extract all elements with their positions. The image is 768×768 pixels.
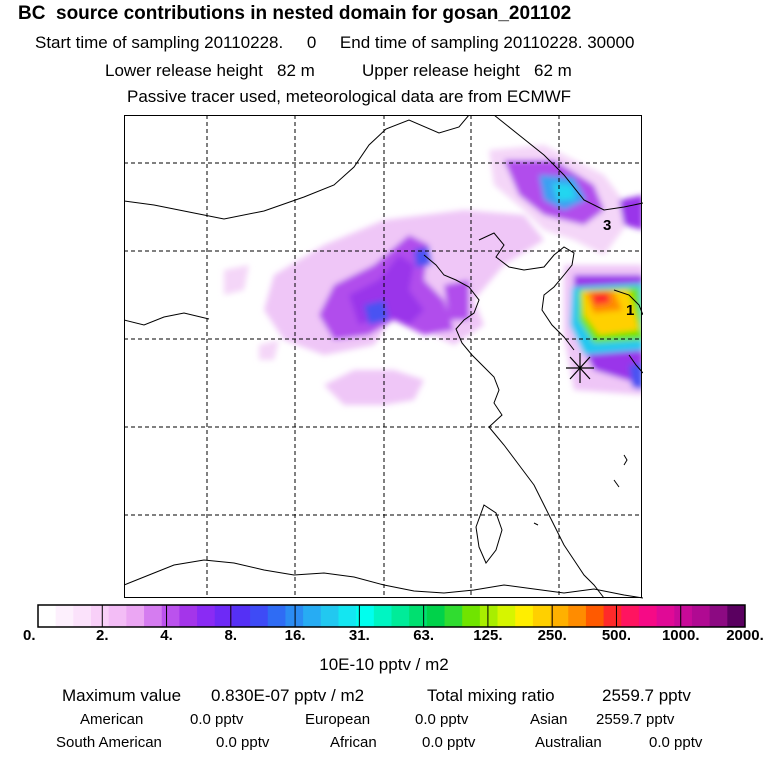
color-scale-swatch xyxy=(38,605,57,627)
color-scale-tick-label: 125. xyxy=(473,627,503,644)
region-value-australian: 0.0 pptv xyxy=(649,734,703,751)
color-scale-swatch xyxy=(709,605,728,627)
contribution-map: 3 1 xyxy=(124,115,643,599)
color-scale-swatch xyxy=(373,605,392,627)
region-name-american: American xyxy=(80,711,144,728)
color-scale-swatch xyxy=(444,605,463,627)
region-value-european: 0.0 pptv xyxy=(415,711,469,728)
color-scale-tick-label: 63. xyxy=(413,627,435,644)
region-name-european: European xyxy=(305,711,371,728)
source-label-3: 3 xyxy=(603,217,611,234)
color-scale-swatch xyxy=(161,605,180,627)
color-scale-tick-label: 2. xyxy=(96,627,109,644)
plot-title: BC source contributions in nested domain… xyxy=(18,3,572,24)
max-value: 0.830E-07 pptv / m2 xyxy=(211,686,365,705)
color-scale-swatch xyxy=(426,605,446,627)
color-scale-tick-label: 1000. xyxy=(661,627,700,644)
map-frame xyxy=(124,115,642,598)
color-scale-tick-label: 8. xyxy=(224,627,238,644)
total-mixing-value: 2559.7 pptv xyxy=(602,686,691,705)
tracer-info-line: Passive tracer used, meteorological data… xyxy=(127,87,572,106)
sampling-time-line: Start time of sampling 20110228. 0 End t… xyxy=(35,33,635,52)
color-scale-swatch xyxy=(144,605,163,627)
color-scale-swatch xyxy=(108,605,127,627)
color-scale-swatch xyxy=(320,605,339,627)
plume-field xyxy=(224,145,642,405)
region-value-american: 0.0 pptv xyxy=(190,711,244,728)
lat-lon-grid xyxy=(124,115,642,598)
color-scale-swatch xyxy=(250,605,269,627)
color-scale-swatch xyxy=(462,605,481,627)
color-scale-swatch xyxy=(391,605,410,627)
region-value-south-american: 0.0 pptv xyxy=(216,734,270,751)
color-scale-swatch xyxy=(515,605,534,627)
color-scale-units: 10E-10 pptv / m2 xyxy=(319,655,449,674)
color-scale-bar xyxy=(37,604,746,628)
color-scale-swatch xyxy=(497,605,516,627)
color-scale-swatch xyxy=(356,605,375,627)
color-scale-swatch xyxy=(727,605,746,627)
color-scale-swatch xyxy=(338,605,357,627)
color-scale-swatch xyxy=(409,605,428,627)
color-scale-tick-label: 500. xyxy=(601,627,632,644)
color-scale-swatch xyxy=(73,605,92,627)
color-scale-swatch xyxy=(638,605,658,627)
region-value-asian: 2559.7 pptv xyxy=(596,711,675,728)
color-scale-swatch xyxy=(621,605,640,627)
release-height-line: Lower release height 82 m Upper release … xyxy=(105,61,572,80)
color-scale-tick-label: 31. xyxy=(348,627,370,644)
color-scale-swatch xyxy=(674,605,693,627)
color-scale-swatch xyxy=(568,605,587,627)
color-scale-tick-label: 16. xyxy=(284,627,306,644)
region-name-asian: Asian xyxy=(530,711,568,728)
color-scale-swatch xyxy=(479,605,499,627)
max-value-label: Maximum value xyxy=(62,686,182,705)
color-scale-swatch xyxy=(285,605,304,627)
color-scale-swatch xyxy=(550,605,569,627)
color-scale-swatch xyxy=(656,605,675,627)
color-scale-tick-label: 250. xyxy=(537,627,567,644)
color-scale-swatch xyxy=(55,605,74,627)
color-scale-swatch xyxy=(91,605,110,627)
color-scale-frame xyxy=(37,604,746,628)
color-scale-tick-label: 4. xyxy=(160,627,173,644)
color-scale-swatch xyxy=(603,605,622,627)
region-name-african: African xyxy=(330,734,377,751)
source-label-1: 1 xyxy=(626,302,634,319)
star-marker xyxy=(566,353,594,383)
color-scale-swatch xyxy=(197,605,216,627)
color-scale-tick-label: 2000. xyxy=(726,627,764,644)
color-scale-swatch xyxy=(214,605,233,627)
color-scale-swatch xyxy=(232,605,251,627)
region-name-australian: Australian xyxy=(535,734,602,751)
color-scale-swatch xyxy=(585,605,605,627)
color-scale-swatch xyxy=(691,605,711,627)
color-scale-swatch xyxy=(303,605,322,627)
region-name-south-american: South American xyxy=(56,734,162,751)
region-value-african: 0.0 pptv xyxy=(422,734,476,751)
color-scale-tick-label: 0. xyxy=(23,627,36,644)
color-scale-swatch xyxy=(532,605,552,627)
total-mixing-label: Total mixing ratio xyxy=(427,686,555,705)
color-scale-swatch xyxy=(179,605,198,627)
color-scale-swatch xyxy=(126,605,145,627)
color-scale-swatch xyxy=(267,605,286,627)
